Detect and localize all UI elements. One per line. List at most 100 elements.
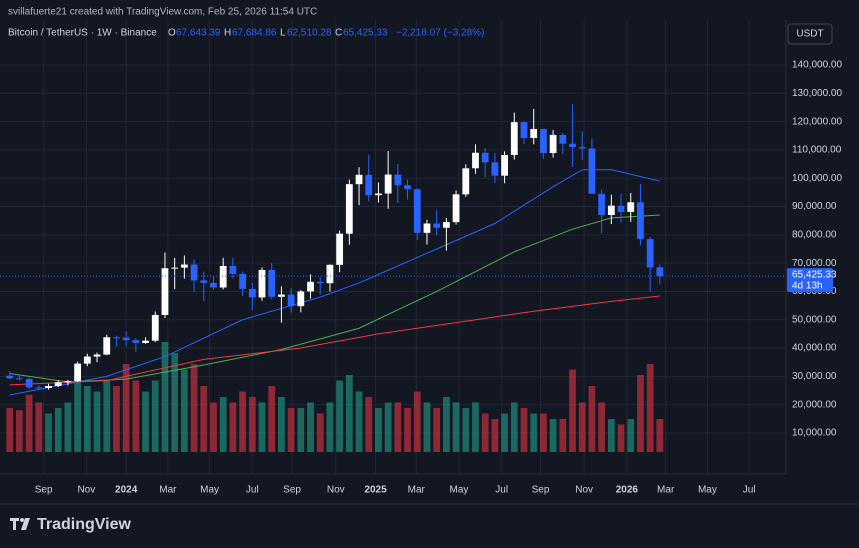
volume-bar xyxy=(413,391,421,452)
y-tick-label: 130,000.00 xyxy=(792,88,842,99)
candle-body xyxy=(210,282,217,288)
credit: svillafuerte21 created with TradingView.… xyxy=(8,7,317,18)
candle-body xyxy=(74,363,82,382)
candle-body xyxy=(442,222,450,228)
candle-body xyxy=(326,264,334,284)
candle-body xyxy=(530,128,538,139)
x-tick-label: May xyxy=(698,485,717,496)
volume-bar xyxy=(578,402,586,452)
volume-bar xyxy=(122,364,130,452)
candle-body xyxy=(307,281,314,292)
volume-bar xyxy=(210,402,217,452)
candle-body xyxy=(64,381,72,383)
volume-bar xyxy=(384,402,392,452)
candle-body xyxy=(161,268,169,315)
candle-body xyxy=(510,122,518,156)
candle-body xyxy=(122,337,130,341)
volume-bar xyxy=(520,408,528,452)
candle-body xyxy=(559,134,567,144)
x-tick-label: Jul xyxy=(246,485,259,496)
candle-body xyxy=(142,340,149,343)
candle-body xyxy=(549,134,557,154)
candle-body xyxy=(268,269,276,297)
candle-body xyxy=(316,281,324,284)
y-tick-label: 120,000.00 xyxy=(792,116,842,127)
candle-body xyxy=(394,174,402,186)
candle-body xyxy=(384,174,392,194)
y-tick-label: 70,000.00 xyxy=(792,258,837,269)
volume-bar xyxy=(501,413,508,452)
x-tick-label: Jul xyxy=(743,485,756,496)
volume-bar xyxy=(452,402,460,452)
last-price-tag xyxy=(787,268,833,293)
candle-body xyxy=(540,128,547,154)
volume-bar xyxy=(200,386,208,452)
volume-bar xyxy=(404,408,411,452)
candle-body xyxy=(598,193,606,216)
x-tick-label: May xyxy=(200,485,219,496)
candle-body xyxy=(472,152,479,169)
currency[interactable]: USDT xyxy=(796,29,823,40)
volume-bar xyxy=(93,391,101,452)
volume-bar xyxy=(394,402,402,452)
candle-body xyxy=(491,162,499,176)
volume-bar xyxy=(268,386,276,452)
candle-body xyxy=(501,155,508,176)
volume-bar xyxy=(637,375,644,452)
candle-body xyxy=(83,356,91,364)
y-tick-label: 140,000.00 xyxy=(792,60,842,71)
plot-area xyxy=(0,20,786,474)
candle-body xyxy=(25,378,33,388)
y-tick-label: 50,000.00 xyxy=(792,314,837,325)
volume-bar xyxy=(491,419,499,452)
candle-body xyxy=(578,147,586,149)
volume-bar xyxy=(481,413,489,452)
volume-bar xyxy=(248,397,256,452)
candle-body xyxy=(132,340,140,343)
volume-bar xyxy=(297,408,305,452)
volume-bar xyxy=(423,402,431,452)
volume-bar xyxy=(278,397,285,452)
x-tick-label: Sep xyxy=(532,485,550,496)
candle-body xyxy=(248,288,256,298)
o-label: O xyxy=(168,28,176,39)
candle-body xyxy=(171,267,179,269)
candle-body xyxy=(219,265,227,288)
candle-body xyxy=(656,267,664,277)
x-tick-label: Nov xyxy=(327,485,345,496)
volume-bar xyxy=(540,413,547,452)
candle-body xyxy=(433,223,441,228)
volume-bar xyxy=(229,402,237,452)
volume-bar xyxy=(627,419,635,452)
volume-bar xyxy=(74,375,82,452)
l-value: 62,510.28 xyxy=(287,28,332,39)
candle-body xyxy=(113,337,120,339)
candle-body xyxy=(452,194,460,223)
volume-bar xyxy=(161,342,169,452)
volume-bar xyxy=(113,386,120,452)
candle-body xyxy=(35,387,43,389)
volume-bar xyxy=(588,386,596,452)
change: −2,218.07 (−3.28%) xyxy=(396,28,484,39)
candle-body xyxy=(93,354,101,357)
candle-body xyxy=(151,314,159,341)
volume-bar xyxy=(433,408,441,452)
x-tick-label: Mar xyxy=(408,485,426,496)
volume-bar xyxy=(307,402,314,452)
x-tick-label: Mar xyxy=(159,485,177,496)
last-price-label: 65,425.33 xyxy=(792,270,837,281)
candle-body xyxy=(588,148,596,194)
candle-body xyxy=(229,265,237,274)
y-tick-label: 30,000.00 xyxy=(792,371,837,382)
candle-body xyxy=(239,273,246,289)
volume-bar xyxy=(142,391,149,452)
volume-bar xyxy=(316,413,324,452)
moving-average xyxy=(9,169,660,396)
currency-button[interactable] xyxy=(787,23,833,45)
candle-body xyxy=(287,294,295,307)
volume-bar xyxy=(132,380,140,452)
x-tick-label: Sep xyxy=(283,485,301,496)
